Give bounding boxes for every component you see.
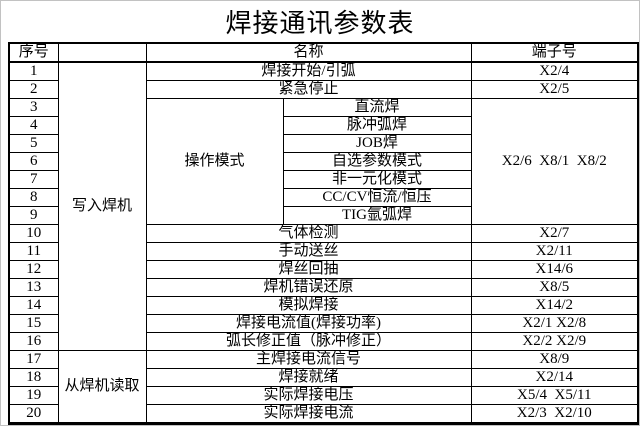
terminal-cell: X2/14 <box>470 368 639 387</box>
row-number-cell: 15 <box>8 314 59 333</box>
row-name-cell: CC/CV恒流/恒压 <box>282 188 472 207</box>
terminal-cell: X2/3 X2/10 <box>470 404 639 424</box>
row-number-cell: 5 <box>8 134 59 153</box>
header-row: 序号 名称 端子号 <box>8 42 639 63</box>
row-name-cell: TIG氩弧焊 <box>282 206 472 225</box>
row-number-cell: 10 <box>8 224 59 243</box>
row-number-cell: 7 <box>8 170 59 189</box>
row-number-cell: 9 <box>8 206 59 225</box>
parameter-table: 序号 名称 端子号 1 写入焊机 焊接开始/引弧 X2/4 2 紧急停止 X2/… <box>8 42 639 425</box>
row-name-cell: 焊机错误还原 <box>145 278 472 297</box>
row-name-cell: 焊接就绪 <box>145 368 472 387</box>
table-row: 12 焊丝回抽 X14/6 <box>8 260 639 279</box>
header-name: 名称 <box>145 42 472 63</box>
row-number-cell: 3 <box>8 98 59 117</box>
row-name-cell: 脉冲弧焊 <box>282 116 472 135</box>
table-row: 15 焊接电流值(焊接功率) X2/1 X2/8 <box>8 314 639 333</box>
row-name-cell: 模拟焊接 <box>145 296 472 315</box>
operation-mode-cell: 操作模式 <box>145 98 284 225</box>
row-number-cell: 14 <box>8 296 59 315</box>
terminal-cell: X8/5 <box>470 278 639 297</box>
row-number-cell: 13 <box>8 278 59 297</box>
row-name-cell: 焊接电流值(焊接功率) <box>145 314 472 333</box>
table-row: 9 TIG氩弧焊 <box>8 206 638 225</box>
row-name-cell: 焊接开始/引弧 <box>145 61 472 81</box>
table-row: 17 从焊机读取 主焊接电流信号 X8/9 <box>8 350 639 424</box>
terminal-cell: X2/11 <box>470 242 639 261</box>
table-row: 10 气体检测 X2/7 <box>8 224 639 243</box>
row-number-cell: 4 <box>8 116 59 135</box>
terminal-cell: X14/2 <box>470 296 639 315</box>
terminal-cell: X2/4 <box>470 61 639 81</box>
row-name-cell: 主焊接电流信号 <box>145 350 472 369</box>
header-group <box>57 42 147 63</box>
terminal-cell: X5/4 X5/11 <box>470 386 639 405</box>
group-cell-read: 从焊机读取 <box>57 350 147 424</box>
row-name-cell: 自选参数模式 <box>282 152 472 171</box>
row-name-cell: 实际焊接电流 <box>145 404 472 424</box>
row-number-cell: 11 <box>8 242 59 261</box>
row-number-cell: 12 <box>8 260 59 279</box>
terminal-cell-merged: X2/6 X8/1 X8/2 <box>470 98 639 225</box>
row-number-cell: 20 <box>8 404 59 424</box>
row-name-cell: 紧急停止 <box>145 80 472 99</box>
terminal-cell: X14/6 <box>470 260 639 279</box>
row-number-cell: 2 <box>8 80 59 99</box>
header-terminal: 端子号 <box>470 42 639 63</box>
terminal-cell: X2/5 <box>470 80 639 99</box>
row-number-cell: 18 <box>8 368 59 387</box>
row-name-cell: 非一元化模式 <box>282 170 472 189</box>
table-row: 20 实际焊接电流 X2/3 X2/10 <box>8 404 639 424</box>
row-name-cell: JOB焊 <box>282 134 472 153</box>
table-row: 1 写入焊机 焊接开始/引弧 X2/4 <box>8 61 639 351</box>
terminal-cell: X8/9 <box>470 350 639 369</box>
terminal-cell: X2/2 X2/9 <box>470 332 639 351</box>
row-number-cell: 6 <box>8 152 59 171</box>
row-name-cell: 实际焊接电压 <box>145 386 472 405</box>
terminal-cell: X2/1 X2/8 <box>470 314 639 333</box>
row-name-cell: 弧长修正值（脉冲修正） <box>145 332 472 351</box>
row-name-cell: 焊丝回抽 <box>145 260 472 279</box>
row-number-cell: 8 <box>8 188 59 207</box>
row-number-cell: 17 <box>8 350 59 369</box>
terminal-cell: X2/7 <box>470 224 639 243</box>
row-number-cell: 16 <box>8 332 59 351</box>
row-name-cell: 手动送丝 <box>145 242 472 261</box>
group-cell-write: 写入焊机 <box>57 61 147 351</box>
header-no: 序号 <box>8 42 59 63</box>
page-title: 焊接通讯参数表 <box>225 9 415 38</box>
row-name-cell: 气体检测 <box>145 224 472 243</box>
row-number-cell: 1 <box>8 61 59 81</box>
row-number-cell: 19 <box>8 386 59 405</box>
row-name-cell: 直流焊 <box>282 98 472 117</box>
table-row: 2 紧急停止 X2/5 <box>8 80 639 99</box>
